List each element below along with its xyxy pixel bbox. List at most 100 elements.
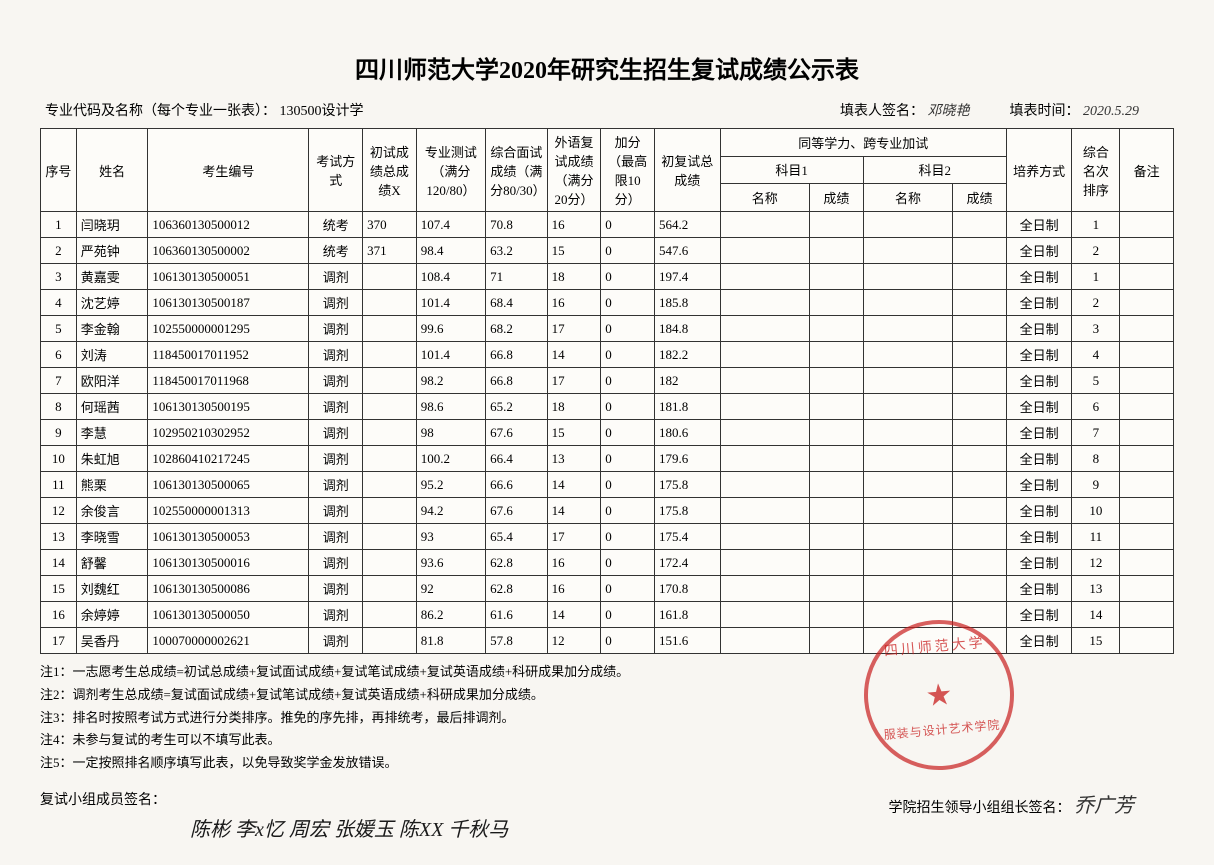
cell-lang: 16 [547,576,601,602]
cell-id: 106360130500002 [148,238,309,264]
cell-interview: 71 [486,264,548,290]
cell-rank: 9 [1072,472,1120,498]
cell-seq: 4 [41,290,77,316]
cell-name: 李慧 [76,420,148,446]
cell-prelim [363,420,417,446]
cell-id: 118450017011952 [148,342,309,368]
cell-prelim [363,602,417,628]
cell-s1s [810,524,864,550]
cell-prelim [363,446,417,472]
cell-method: 调剂 [309,602,363,628]
cell-name: 严苑钟 [76,238,148,264]
cell-s2s [953,628,1007,654]
table-row: 13李晓雪106130130500053调剂9365.4170175.4全日制1… [41,524,1174,550]
cell-seq: 12 [41,498,77,524]
cell-seq: 7 [41,368,77,394]
cell-bonus: 0 [601,628,655,654]
notes-section: 注1：一志愿考生总成绩=初试总成绩+复试面试成绩+复试笔试成绩+复试英语成绩+科… [40,662,1174,774]
cell-name: 李金翰 [76,316,148,342]
cell-s2s [953,472,1007,498]
cell-s1s [810,446,864,472]
filler-value: 邓晓艳 [928,104,970,119]
cell-s2s [953,498,1007,524]
cell-bonus: 0 [601,524,655,550]
cell-method: 调剂 [309,550,363,576]
cell-major: 101.4 [416,342,485,368]
table-row: 5李金翰102550000001295调剂99.668.2170184.8全日制… [41,316,1174,342]
cell-id: 106130130500187 [148,290,309,316]
cell-rank: 5 [1072,368,1120,394]
cell-name: 余俊言 [76,498,148,524]
cell-seq: 1 [41,212,77,238]
cell-s1s [810,472,864,498]
cell-s2s [953,446,1007,472]
cell-lang: 13 [547,446,601,472]
cell-rank: 11 [1072,524,1120,550]
cell-lang: 14 [547,342,601,368]
cell-method: 调剂 [309,394,363,420]
cell-total: 170.8 [654,576,720,602]
cell-seq: 15 [41,576,77,602]
cell-s2n [863,420,952,446]
note-3: 注3：排名时按照考试方式进行分类排序。推免的序先排，再排统考，最后排调剂。 [40,708,1174,729]
th-s1-name: 名称 [720,184,809,212]
cell-seq: 10 [41,446,77,472]
cell-name: 黄嘉雯 [76,264,148,290]
cell-total: 179.6 [654,446,720,472]
cell-note [1120,368,1174,394]
cell-interview: 68.4 [486,290,548,316]
cell-rank: 1 [1072,264,1120,290]
cell-interview: 68.2 [486,316,548,342]
cell-total: 181.8 [654,394,720,420]
cell-s2s [953,368,1007,394]
cell-mode: 全日制 [1006,524,1072,550]
cell-name: 熊栗 [76,472,148,498]
cell-id: 106360130500012 [148,212,309,238]
cell-s1n [720,394,809,420]
cell-major: 92 [416,576,485,602]
cell-note [1120,628,1174,654]
cell-seq: 3 [41,264,77,290]
th-lang: 外语复试成绩（满分20分） [547,129,601,212]
cell-id: 102550000001295 [148,316,309,342]
table-row: 16余婷婷106130130500050调剂86.261.6140161.8全日… [41,602,1174,628]
cell-name: 沈艺婷 [76,290,148,316]
cell-mode: 全日制 [1006,212,1072,238]
table-row: 11熊栗106130130500065调剂95.266.6140175.8全日制… [41,472,1174,498]
cell-name: 吴香丹 [76,628,148,654]
cell-lang: 17 [547,368,601,394]
cell-note [1120,316,1174,342]
cell-total: 564.2 [654,212,720,238]
cell-s1n [720,628,809,654]
table-row: 6刘涛118450017011952调剂101.466.8140182.2全日制… [41,342,1174,368]
cell-lang: 14 [547,602,601,628]
cell-s2n [863,394,952,420]
cell-method: 调剂 [309,576,363,602]
cell-s1s [810,368,864,394]
cell-total: 175.8 [654,472,720,498]
cell-method: 调剂 [309,472,363,498]
cell-s1n [720,550,809,576]
cell-bonus: 0 [601,498,655,524]
cell-prelim [363,316,417,342]
cell-mode: 全日制 [1006,316,1072,342]
th-s2-score: 成绩 [953,184,1007,212]
cell-s2s [953,264,1007,290]
cell-mode: 全日制 [1006,550,1072,576]
cell-s1n [720,498,809,524]
cell-rank: 12 [1072,550,1120,576]
cell-s1s [810,420,864,446]
cell-s2n [863,290,952,316]
cell-s1s [810,238,864,264]
cell-major: 95.2 [416,472,485,498]
cell-note [1120,212,1174,238]
cell-interview: 70.8 [486,212,548,238]
cell-prelim [363,628,417,654]
cell-s2s [953,576,1007,602]
table-row: 1闫晓玥106360130500012统考370107.470.8160564.… [41,212,1174,238]
cell-s2s [953,394,1007,420]
cell-major: 98.6 [416,394,485,420]
cell-note [1120,264,1174,290]
cell-s2n [863,602,952,628]
cell-name: 朱虹旭 [76,446,148,472]
